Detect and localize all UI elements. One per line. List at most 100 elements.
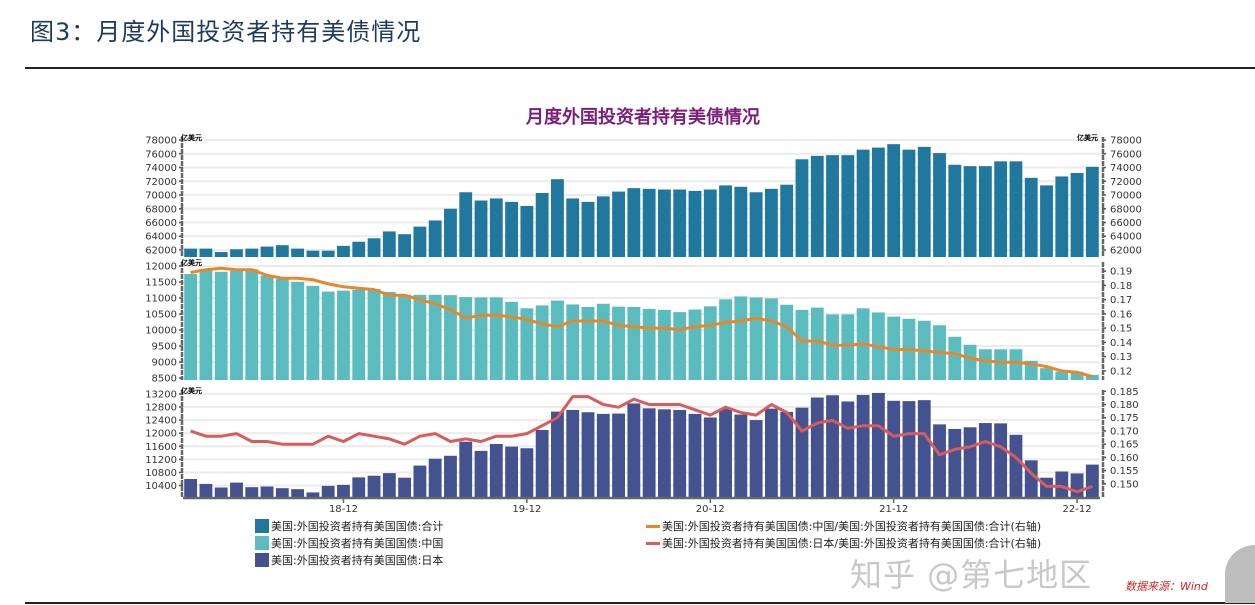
panel-2: 8500 9000 9500 10000 10500 11000 11500 12000 0.1… bbox=[145, 258, 1132, 385]
left-tick-label: 11600 bbox=[145, 442, 177, 453]
right-tick-label: 0.180 bbox=[1110, 400, 1139, 411]
bar bbox=[260, 246, 274, 257]
bar bbox=[459, 192, 473, 257]
legend-label: 美国:外国投资者持有美国国债:日本/美国:外国投资者持有美国国债:合计(右轴) bbox=[662, 537, 1042, 550]
bar bbox=[199, 483, 213, 497]
left-tick-label: 72000 bbox=[145, 177, 177, 188]
left-tick-label: 11500 bbox=[145, 278, 177, 289]
right-tick-label: 66000 bbox=[1110, 218, 1142, 229]
bar bbox=[474, 450, 488, 497]
bar bbox=[291, 282, 305, 380]
left-tick-label: 12000 bbox=[145, 429, 177, 440]
ratio-line bbox=[190, 395, 1093, 494]
bar bbox=[795, 309, 809, 380]
bar bbox=[642, 408, 656, 497]
bar bbox=[306, 285, 320, 380]
right-tick-label: 0.19 bbox=[1110, 267, 1132, 278]
left-tick-label: 70000 bbox=[145, 191, 177, 202]
bar bbox=[871, 392, 885, 497]
bar bbox=[428, 458, 442, 497]
bar bbox=[413, 465, 427, 497]
ratio-line bbox=[190, 266, 1093, 379]
bar bbox=[749, 420, 763, 497]
left-tick-label: 10000 bbox=[145, 326, 177, 337]
bar bbox=[703, 306, 717, 380]
bar bbox=[841, 314, 855, 380]
bar bbox=[230, 249, 243, 257]
bar bbox=[444, 455, 457, 497]
left-tick-label: 9000 bbox=[152, 358, 177, 369]
panel-3: 10400 10800 11200 11600 12000 12400 12800 13200… bbox=[145, 386, 1139, 497]
right-tick-label: 0.12 bbox=[1110, 366, 1132, 377]
bar bbox=[199, 269, 213, 380]
bar bbox=[245, 487, 259, 497]
bar bbox=[887, 144, 901, 257]
bar bbox=[719, 408, 732, 497]
right-tick-label: 0.18 bbox=[1110, 281, 1132, 292]
legend-item-china-ratio: 美国:外国投资者持有美国国债:中国/美国:外国投资者持有美国国债:合计(右轴) bbox=[646, 518, 1041, 534]
bar bbox=[551, 411, 564, 497]
bar bbox=[413, 226, 427, 257]
right-tick-label: 0.165 bbox=[1110, 440, 1139, 451]
bar bbox=[734, 414, 748, 497]
bar bbox=[764, 408, 778, 497]
bar bbox=[337, 245, 350, 257]
bar bbox=[551, 300, 564, 380]
bar bbox=[810, 397, 824, 497]
bar bbox=[978, 349, 992, 380]
bar bbox=[596, 196, 610, 257]
x-tick-label: 20-12 bbox=[696, 504, 725, 515]
legend-label: 美国:外国投资者持有美国国债:合计 bbox=[271, 520, 444, 533]
bar bbox=[826, 155, 839, 257]
bar bbox=[948, 428, 962, 497]
legend-item-japan: 美国:外国投资者持有美国国债:日本 bbox=[255, 552, 443, 568]
bar bbox=[428, 294, 442, 380]
bar bbox=[489, 443, 503, 497]
bar bbox=[963, 427, 977, 497]
bar bbox=[398, 234, 412, 257]
left-tick-label: 66000 bbox=[145, 218, 177, 229]
bar bbox=[612, 413, 625, 497]
bottom-rule bbox=[25, 602, 1255, 604]
left-tick-label: 8500 bbox=[152, 374, 177, 385]
bar bbox=[887, 400, 901, 497]
left-tick-label: 68000 bbox=[145, 204, 177, 215]
bar bbox=[245, 269, 259, 380]
left-tick-label: 13200 bbox=[145, 389, 177, 400]
bar bbox=[535, 305, 549, 380]
bar bbox=[291, 248, 305, 257]
bar bbox=[382, 231, 396, 257]
bar bbox=[321, 291, 335, 380]
bar bbox=[275, 245, 289, 257]
bar bbox=[963, 344, 977, 380]
bar bbox=[520, 308, 534, 380]
bar bbox=[230, 482, 243, 497]
bar bbox=[978, 423, 992, 497]
bar bbox=[566, 304, 580, 380]
bar bbox=[1055, 471, 1069, 497]
bar bbox=[933, 424, 946, 497]
bar bbox=[352, 241, 366, 257]
bar bbox=[719, 299, 732, 380]
bar bbox=[505, 301, 519, 380]
bar bbox=[612, 306, 625, 380]
bar bbox=[1070, 371, 1084, 380]
left-tick-label: 62000 bbox=[145, 245, 177, 256]
bar bbox=[505, 446, 519, 497]
bar bbox=[581, 412, 595, 497]
bar bbox=[841, 155, 855, 257]
right-tick-label: 0.160 bbox=[1110, 453, 1139, 464]
bar bbox=[581, 306, 595, 380]
bar bbox=[688, 190, 702, 257]
bar bbox=[535, 192, 549, 257]
bar bbox=[352, 477, 366, 497]
bar bbox=[1055, 371, 1069, 380]
bar bbox=[474, 297, 488, 380]
bar bbox=[184, 248, 198, 257]
left-tick-label: 10400 bbox=[145, 481, 177, 492]
bar bbox=[382, 473, 396, 497]
bar bbox=[551, 179, 564, 257]
bar bbox=[1070, 473, 1084, 497]
bar bbox=[535, 429, 549, 497]
bar bbox=[902, 149, 916, 257]
